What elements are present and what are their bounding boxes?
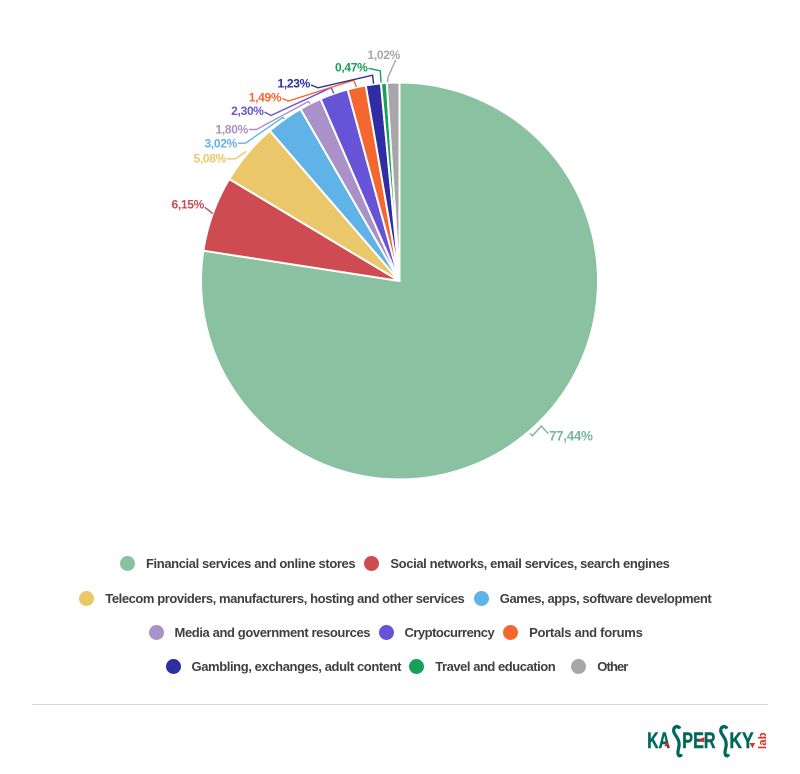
- svg-text:77,44%: 77,44%: [549, 429, 593, 444]
- svg-text:1,23%: 1,23%: [277, 77, 310, 91]
- svg-text:1,49%: 1,49%: [249, 90, 282, 104]
- svg-text:KY: KY: [729, 728, 754, 753]
- svg-text:2,30%: 2,30%: [231, 104, 264, 118]
- svg-text:1,02%: 1,02%: [367, 48, 400, 62]
- svg-text:0,47%: 0,47%: [335, 60, 368, 74]
- svg-text:6,15%: 6,15%: [171, 198, 204, 212]
- svg-text:5,08%: 5,08%: [193, 151, 226, 165]
- svg-text:PER: PER: [682, 728, 715, 753]
- svg-text:3,02%: 3,02%: [204, 136, 237, 150]
- svg-text:lab: lab: [757, 732, 769, 749]
- svg-text:KA: KA: [647, 728, 670, 753]
- svg-text:1,80%: 1,80%: [215, 123, 248, 137]
